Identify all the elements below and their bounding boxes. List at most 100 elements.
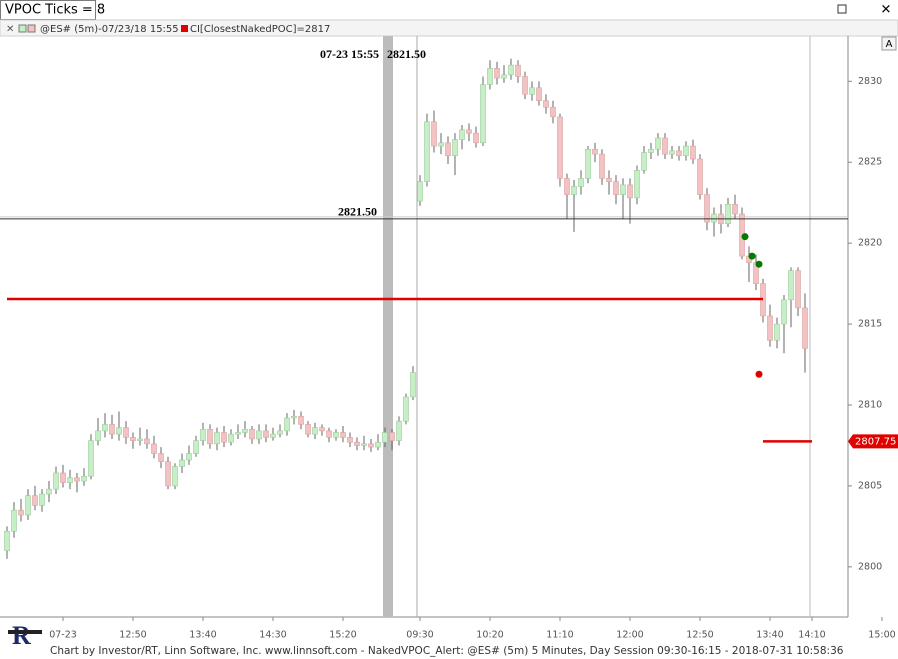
candle-body xyxy=(690,145,696,160)
candle-body xyxy=(179,459,185,467)
candle-body xyxy=(459,129,465,140)
signal-dot xyxy=(755,260,763,268)
candle-body xyxy=(683,145,689,157)
candle-body xyxy=(312,427,318,435)
candle-body xyxy=(571,186,577,195)
plot-area xyxy=(0,36,848,617)
candle-body xyxy=(298,416,304,425)
logo: R xyxy=(8,621,42,650)
candle-body xyxy=(711,213,717,223)
candle-body xyxy=(186,453,192,461)
y-tick-label: 2830 xyxy=(858,76,882,87)
y-tick-label: 2825 xyxy=(858,157,882,168)
candle-body xyxy=(116,427,122,435)
candle-body xyxy=(123,427,129,438)
candle-body xyxy=(221,432,227,443)
candle-body xyxy=(368,443,374,448)
candle-body xyxy=(144,438,150,445)
candle-body xyxy=(382,432,388,443)
x-tick-label: 13:40 xyxy=(189,630,216,641)
candle-body xyxy=(109,424,115,435)
auto-button[interactable] xyxy=(881,36,897,51)
candle-body xyxy=(508,64,514,76)
footer: Chart by Investor/RT, Linn Software, Inc… xyxy=(50,645,844,657)
signal-dot xyxy=(741,233,749,241)
candle-body xyxy=(207,428,213,445)
close-button[interactable]: ✕ xyxy=(881,3,892,18)
candle-body xyxy=(130,437,136,441)
window-title: VPOC Ticks = 8 xyxy=(5,3,105,18)
candle-body xyxy=(606,178,612,182)
cursor-band xyxy=(383,36,393,617)
candle-body xyxy=(347,437,353,443)
candle-body xyxy=(319,427,325,432)
candle-body xyxy=(543,100,549,108)
candle-body xyxy=(32,495,38,506)
candle-body xyxy=(641,152,647,171)
candle-body xyxy=(620,184,626,195)
candle-body xyxy=(214,432,220,445)
signal-dot xyxy=(755,370,763,378)
x-tick-label: 14:10 xyxy=(798,630,825,641)
legend-down-icon xyxy=(27,24,36,33)
y-tick-label: 2820 xyxy=(858,238,882,249)
candle-body xyxy=(270,433,276,438)
candle-body xyxy=(396,420,402,441)
candle-body xyxy=(676,150,682,157)
candle-body xyxy=(228,433,234,443)
legend-close[interactable]: ✕ xyxy=(6,24,14,35)
candle-body xyxy=(151,443,157,454)
candle-body xyxy=(424,121,430,182)
candle-body xyxy=(354,441,360,446)
candle-body xyxy=(389,432,395,441)
candle-body xyxy=(102,424,108,432)
candle-body xyxy=(732,204,738,215)
candle-body xyxy=(480,84,486,144)
candle-body xyxy=(172,466,178,487)
candle-body xyxy=(669,150,675,155)
x-tick-label: 15:20 xyxy=(329,630,356,641)
candle-body xyxy=(613,181,619,195)
legend-indicator-icon xyxy=(181,25,188,32)
candle-body xyxy=(74,477,80,482)
y-tick-label: 2805 xyxy=(858,480,882,491)
candle-body xyxy=(277,430,283,435)
candle-body xyxy=(18,509,24,516)
price-line-label: 2821.50 xyxy=(338,205,377,219)
candle-body xyxy=(501,74,507,79)
price-tag-label: 2807.75 xyxy=(855,436,896,447)
price-tag xyxy=(848,434,898,449)
candle-body xyxy=(704,194,710,223)
candle-body xyxy=(767,315,773,341)
candle-body xyxy=(249,428,255,440)
x-tick-label: 11:10 xyxy=(546,630,573,641)
candle-body xyxy=(473,132,479,144)
legend-bar xyxy=(0,19,898,37)
candle-body xyxy=(466,129,472,134)
y-tick-label: 2810 xyxy=(858,399,882,410)
candle-body xyxy=(235,432,241,435)
candle-body xyxy=(53,472,59,490)
x-tick-label: 14:30 xyxy=(259,630,286,641)
x-tick-label: 15:00 xyxy=(868,630,895,641)
x-tick-label: 13:40 xyxy=(756,630,783,641)
candle-body xyxy=(326,430,332,438)
candle-body xyxy=(137,438,143,441)
candle-body xyxy=(81,475,87,482)
svg-text:R: R xyxy=(12,621,31,650)
candle-body xyxy=(781,299,787,325)
candle-body xyxy=(256,430,262,440)
candle-body xyxy=(557,116,563,179)
x-tick-label: 12:50 xyxy=(119,630,146,641)
auto-button-label[interactable]: A xyxy=(886,39,893,50)
x-tick-label: 12:00 xyxy=(616,630,643,641)
candle-body xyxy=(529,87,535,95)
candle-body xyxy=(697,158,703,195)
candle-body xyxy=(648,148,654,153)
y-tick-label: 2815 xyxy=(858,319,882,330)
candle-body xyxy=(361,443,367,446)
restore-button[interactable] xyxy=(837,4,847,14)
candle-body xyxy=(88,440,94,477)
candle-body xyxy=(25,495,31,516)
